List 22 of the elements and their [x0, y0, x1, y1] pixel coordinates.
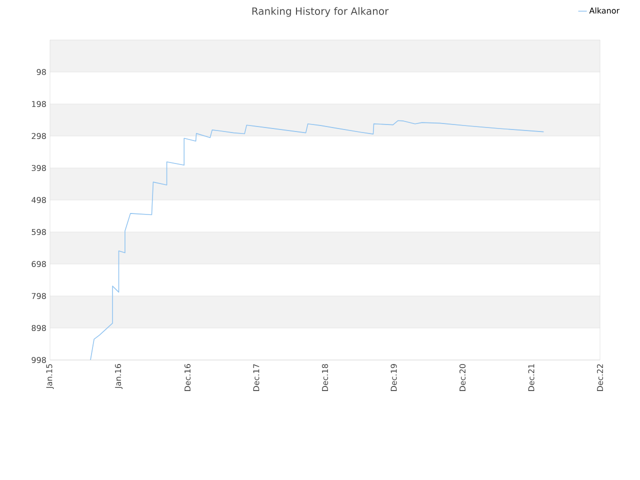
y-tick-label: 798 [32, 292, 46, 300]
x-tick-label: Dec.18 [322, 364, 328, 391]
y-tick-label: 198 [32, 100, 46, 108]
y-tick-label: 298 [32, 132, 46, 140]
chart-title: Ranking History for Alkanor [252, 7, 389, 17]
x-tick-label: Jan.15 [46, 364, 54, 389]
y-tick-label: 698 [32, 260, 46, 268]
y-tick-label: 598 [32, 228, 46, 236]
x-tick-label: Dec.16 [184, 364, 191, 391]
legend-label: Alkanor [589, 7, 620, 14]
x-tick-label: Dec.20 [459, 364, 466, 391]
x-tick-label: Dec.19 [390, 364, 397, 391]
y-tick-label: 998 [32, 356, 46, 364]
line-series [90, 120, 544, 360]
x-tick-label: Jan.16 [114, 364, 123, 389]
y-tick-label: 98 [36, 68, 46, 76]
x-tick-label: Dec.21 [528, 364, 534, 391]
y-tick-label: 398 [32, 164, 46, 172]
x-tick-label: Dec.17 [253, 364, 260, 391]
y-tick-label: 498 [32, 196, 46, 204]
x-tick-label: Dec.22 [596, 364, 604, 391]
y-tick-label: 898 [32, 324, 46, 332]
